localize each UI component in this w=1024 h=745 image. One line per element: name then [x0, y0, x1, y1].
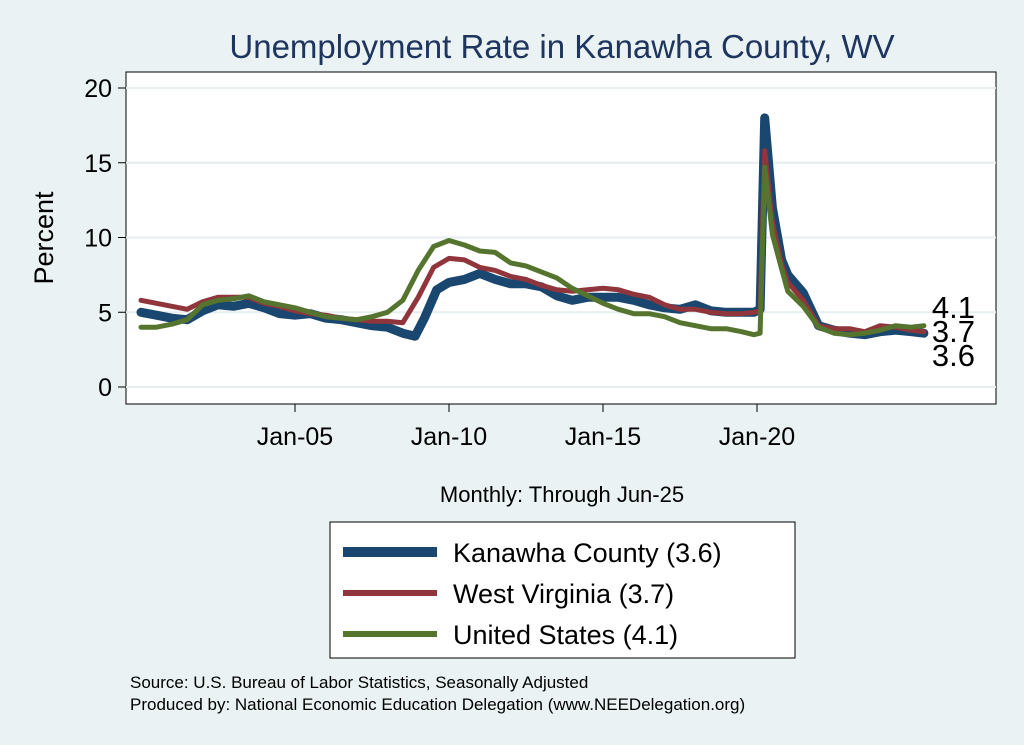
source-line-1: Source: U.S. Bureau of Labor Statistics,… — [130, 673, 588, 692]
end-label: 3.7 — [932, 314, 975, 349]
x-tick-label: Jan-20 — [719, 423, 795, 451]
y-tick-label: 0 — [98, 374, 112, 402]
x-axis-label: Monthly: Through Jun-25 — [440, 482, 684, 507]
series-line-united-states — [138, 164, 927, 338]
legend-label: United States (4.1) — [453, 620, 678, 650]
y-axis: 0 5 10 15 20 — [84, 75, 126, 402]
x-tick-label: Jan-15 — [565, 423, 641, 451]
legend-label: Kanawha County (3.6) — [453, 538, 722, 568]
legend: Kanawha County (3.6) West Virginia (3.7) U… — [329, 521, 796, 659]
y-tick-label: 20 — [84, 75, 112, 103]
chart-title: Unemployment Rate in Kanawha County, WV — [229, 28, 894, 65]
source-line-2: Produced by: National Economic Education… — [130, 695, 745, 714]
x-tick-label: Jan-05 — [257, 423, 333, 451]
series-lines — [136, 113, 929, 341]
legend-label: West Virginia (3.7) — [453, 579, 674, 609]
end-label: 4.1 — [932, 290, 975, 325]
y-axis-label: Percent — [29, 191, 59, 285]
x-axis: Jan-05 Jan-10 Jan-15 Jan-20 — [257, 404, 795, 451]
x-tick-label: Jan-10 — [411, 423, 487, 451]
y-tick-label: 5 — [98, 299, 112, 327]
end-label: 3.6 — [932, 338, 975, 373]
y-tick-label: 10 — [84, 225, 112, 253]
end-labels: 3.63.74.1 — [932, 290, 975, 373]
y-tick-label: 15 — [84, 150, 112, 178]
